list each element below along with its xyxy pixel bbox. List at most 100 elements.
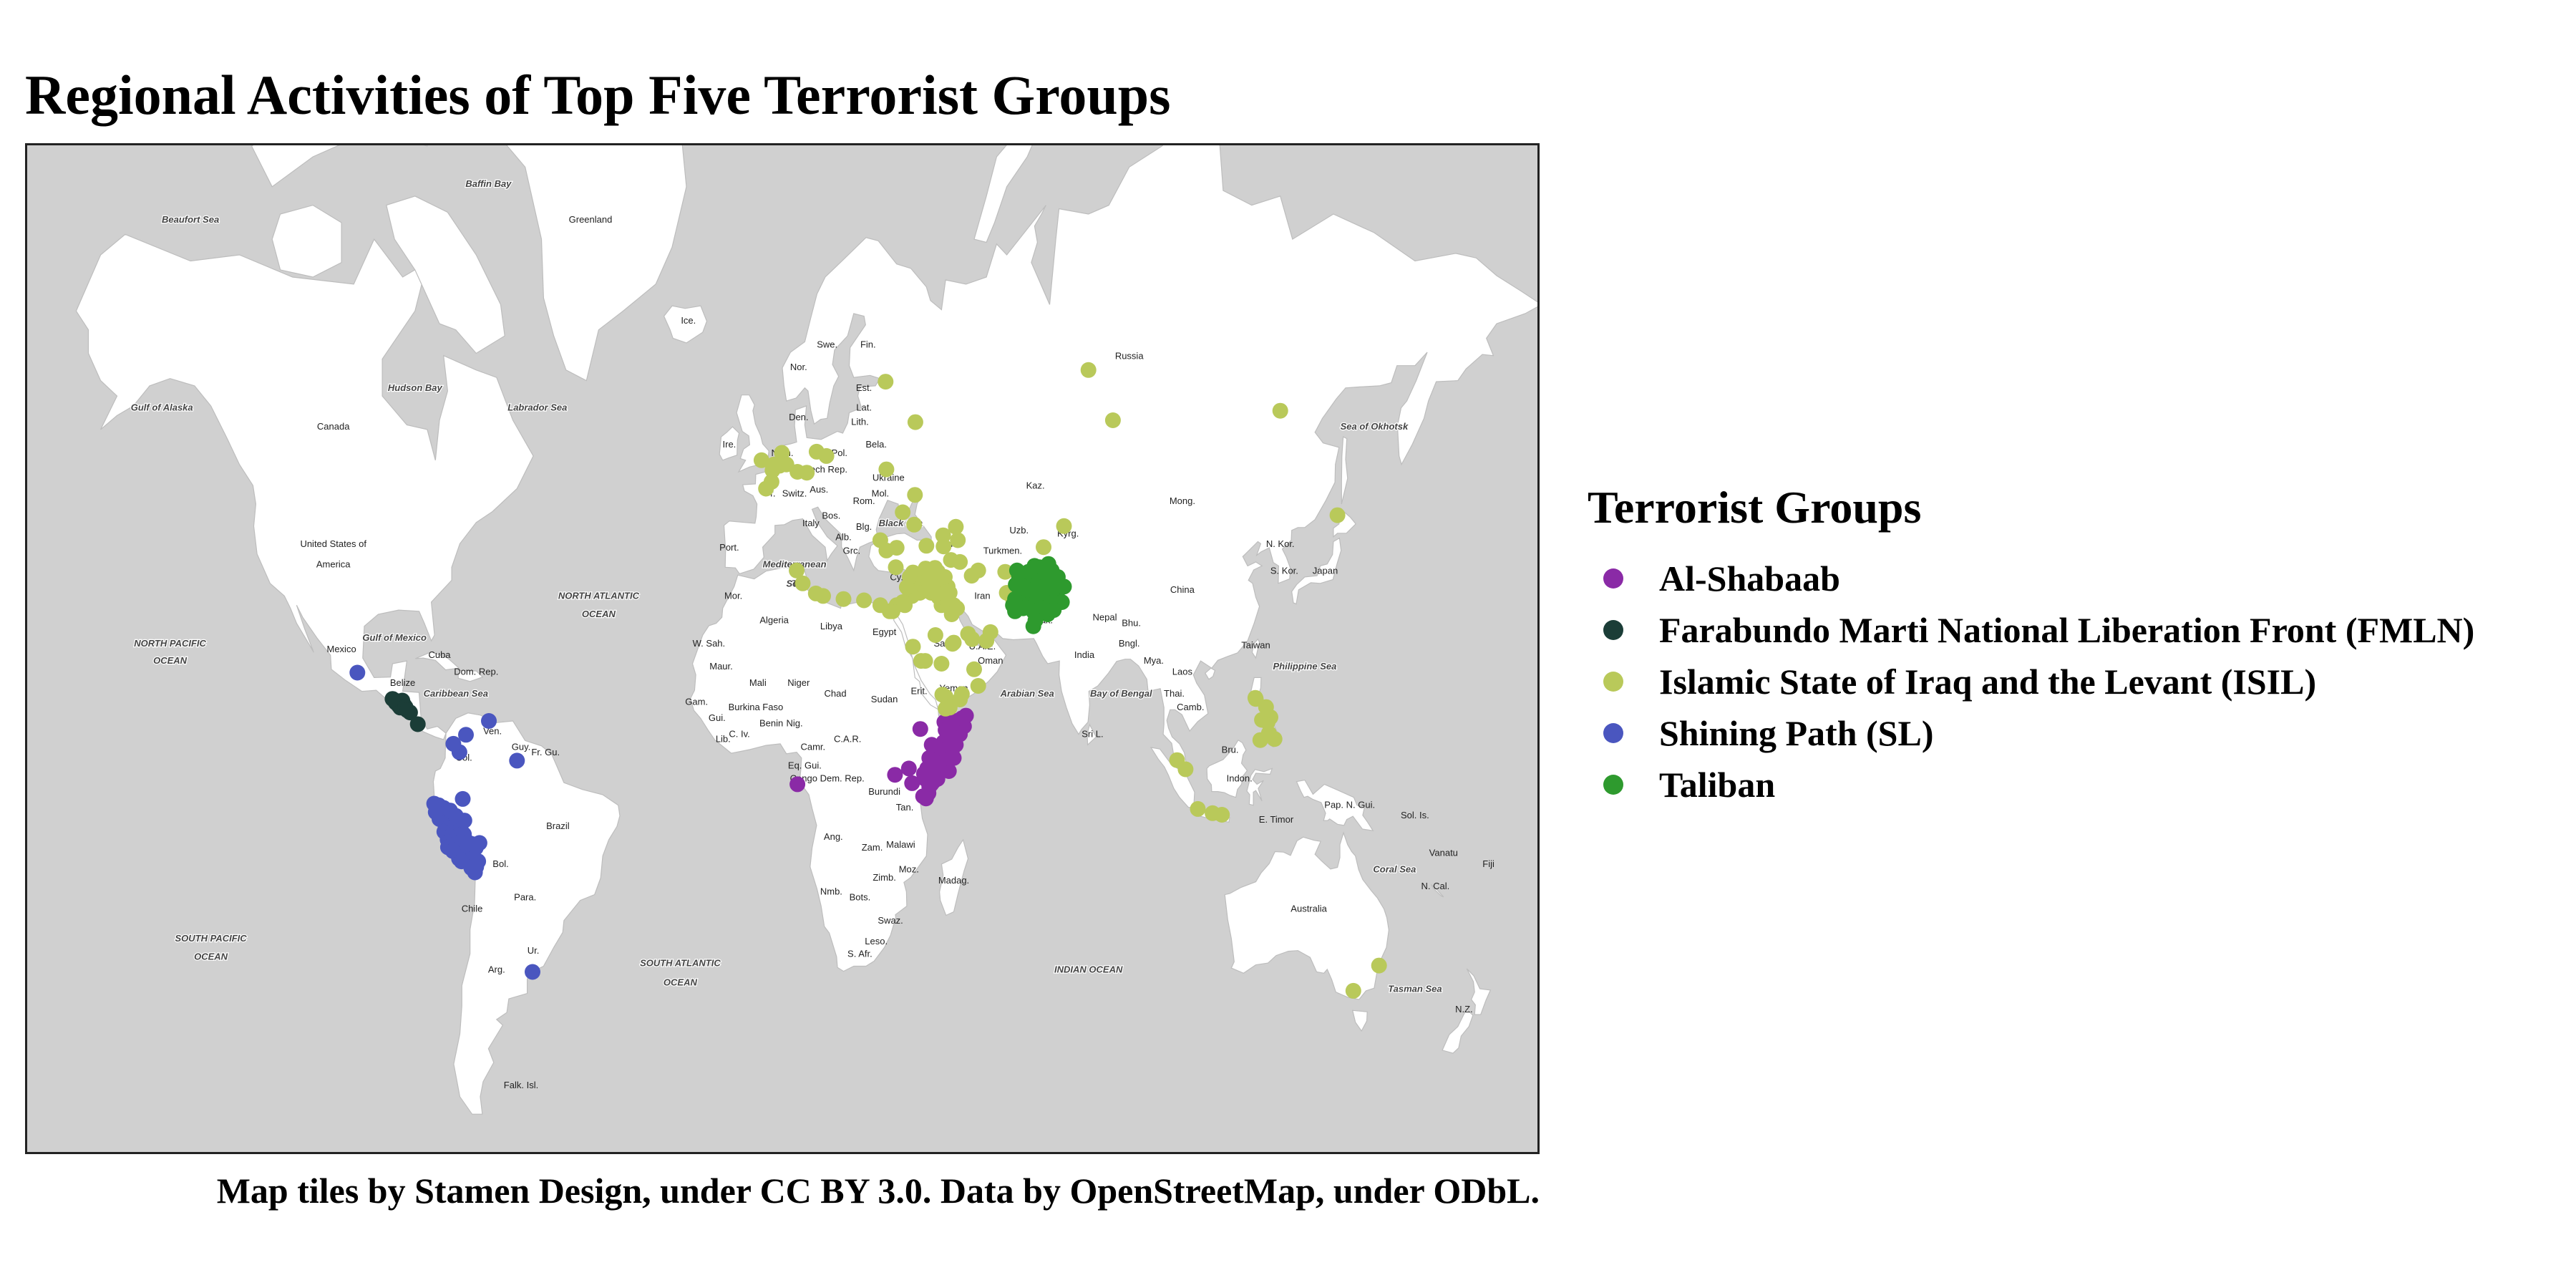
- place-label: Mor.: [724, 591, 742, 601]
- incident-point-islamic-state-of-iraq-and-the-levant-isil: [1252, 732, 1268, 748]
- place-label: Oman: [978, 655, 1003, 666]
- place-label: Leso.: [865, 936, 888, 946]
- incident-point-islamic-state-of-iraq-and-the-levant-isil: [766, 456, 782, 473]
- incident-point-farabundo-marti-national-liberation-front-fmln: [409, 716, 426, 732]
- incident-point-al-shabaab: [915, 765, 932, 782]
- hainan-island: [1205, 667, 1216, 680]
- place-label: Guy.: [512, 742, 531, 752]
- legend-label: Taliban: [1659, 765, 1776, 805]
- legend-item-taliban: Taliban: [1588, 759, 2474, 810]
- incident-point-islamic-state-of-iraq-and-the-levant-isil: [970, 678, 986, 694]
- incident-point-islamic-state-of-iraq-and-the-levant-isil: [1254, 712, 1270, 728]
- new-zealand-north: [1466, 968, 1492, 1015]
- place-label: Sri L.: [1082, 728, 1103, 739]
- incident-point-islamic-state-of-iraq-and-the-levant-isil: [934, 687, 951, 703]
- place-label: Dom. Rep.: [454, 667, 498, 677]
- japan-honshu: [1291, 537, 1342, 605]
- incident-point-islamic-state-of-iraq-and-the-levant-isil: [878, 461, 895, 478]
- place-label: Moz.: [899, 864, 919, 875]
- incident-point-islamic-state-of-iraq-and-the-levant-isil: [1190, 800, 1206, 817]
- incident-point-al-shabaab: [943, 734, 960, 750]
- ocean-label: NORTH ATLANTIC: [558, 591, 640, 601]
- japan-hokkaido: [1333, 508, 1357, 538]
- incident-point-al-shabaab: [912, 721, 928, 737]
- place-label: N. Kor.: [1266, 538, 1295, 549]
- incident-point-islamic-state-of-iraq-and-the-levant-isil: [789, 464, 806, 480]
- place-label: Laos: [1172, 667, 1193, 677]
- incident-point-taliban: [1056, 578, 1072, 595]
- place-label: Mol.: [872, 488, 890, 498]
- incident-point-shining-path-sl: [467, 864, 483, 881]
- baffin-island: [386, 195, 505, 354]
- place-label: Indon.: [1227, 773, 1253, 784]
- place-label: America: [316, 558, 351, 569]
- incident-point-islamic-state-of-iraq-and-the-levant-isil: [794, 575, 811, 591]
- ocean-label: OCEAN: [664, 977, 698, 988]
- place-label: Burkina Faso: [729, 702, 784, 712]
- place-label: Bela.: [865, 439, 887, 450]
- incident-point-islamic-state-of-iraq-and-the-levant-isil: [933, 656, 950, 672]
- place-label: United States of: [300, 538, 366, 549]
- incident-point-al-shabaab: [946, 750, 962, 766]
- place-label: S. Kor.: [1270, 565, 1298, 576]
- incident-point-islamic-state-of-iraq-and-the-levant-isil: [888, 559, 904, 576]
- incident-point-al-shabaab: [958, 707, 974, 724]
- place-label: Fiji: [1482, 858, 1494, 869]
- ocean-label: Beaufort Sea: [162, 214, 219, 225]
- cuba-island: [415, 651, 460, 671]
- place-label: Zam.: [862, 842, 883, 853]
- incident-point-islamic-state-of-iraq-and-the-levant-isil: [1036, 539, 1051, 556]
- place-label: N.Z.: [1455, 1004, 1473, 1015]
- place-label: Fin.: [860, 339, 876, 350]
- incident-point-islamic-state-of-iraq-and-the-levant-isil: [964, 631, 981, 647]
- incident-point-islamic-state-of-iraq-and-the-levant-isil: [878, 374, 894, 390]
- place-label: Bos.: [822, 510, 840, 521]
- place-label: Den.: [789, 412, 808, 422]
- place-label: Libya: [820, 621, 843, 631]
- new-guinea-island: [1296, 779, 1374, 831]
- place-label: Ice.: [681, 315, 696, 326]
- ocean-label: Caribbean Sea: [424, 688, 488, 699]
- place-label: Erit.: [910, 685, 927, 696]
- legend-marker-icon: [1603, 775, 1623, 795]
- incident-point-islamic-state-of-iraq-and-the-levant-isil: [935, 538, 952, 555]
- incident-point-islamic-state-of-iraq-and-the-levant-isil: [895, 504, 911, 520]
- incident-point-islamic-state-of-iraq-and-the-levant-isil: [943, 552, 959, 568]
- map-attribution: Map tiles by Stamen Design, under CC BY …: [216, 1171, 1540, 1211]
- place-label: Sol. Is.: [1401, 810, 1429, 820]
- australia-landmass: [1224, 831, 1390, 1000]
- ocean-label: SOUTH PACIFIC: [175, 933, 248, 944]
- incident-point-islamic-state-of-iraq-and-the-levant-isil: [927, 560, 943, 576]
- incident-point-islamic-state-of-iraq-and-the-levant-isil: [818, 447, 835, 464]
- place-label: Canada: [317, 421, 350, 432]
- incident-point-shining-path-sl: [458, 727, 474, 743]
- place-label: Algeria: [759, 615, 789, 626]
- incident-point-al-shabaab: [923, 737, 940, 753]
- greenland-landmass: [506, 145, 687, 382]
- incident-point-farabundo-marti-national-liberation-front-fmln: [384, 691, 401, 707]
- incident-point-shining-path-sl: [427, 804, 444, 820]
- ocean-label: INDIAN OCEAN: [1054, 964, 1123, 974]
- place-label: Lat.: [856, 402, 872, 413]
- ocean-label: Gulf of Alaska: [131, 402, 193, 413]
- legend-label: Islamic State of Iraq and the Levant (IS…: [1659, 662, 2317, 702]
- incident-point-islamic-state-of-iraq-and-the-levant-isil: [997, 563, 1014, 580]
- incident-point-al-shabaab: [789, 776, 806, 793]
- legend-title: Terrorist Groups: [1588, 482, 1922, 533]
- tasmania-island: [1351, 1009, 1368, 1032]
- place-label: C. Iv.: [729, 728, 749, 739]
- incident-point-islamic-state-of-iraq-and-the-levant-isil: [856, 592, 873, 609]
- incident-point-islamic-state-of-iraq-and-the-levant-isil: [872, 597, 888, 614]
- place-label: Kaz.: [1026, 480, 1045, 491]
- taiwan-island: [1251, 638, 1260, 659]
- place-label: Rom.: [853, 495, 875, 506]
- incident-point-al-shabaab: [887, 767, 903, 783]
- place-label: Chile: [462, 904, 483, 914]
- place-label: Port.: [719, 542, 739, 553]
- incident-point-islamic-state-of-iraq-and-the-levant-isil: [949, 600, 966, 616]
- incident-point-shining-path-sl: [481, 713, 497, 729]
- place-label: Greenland: [569, 214, 613, 225]
- place-label: Brazil: [546, 820, 570, 831]
